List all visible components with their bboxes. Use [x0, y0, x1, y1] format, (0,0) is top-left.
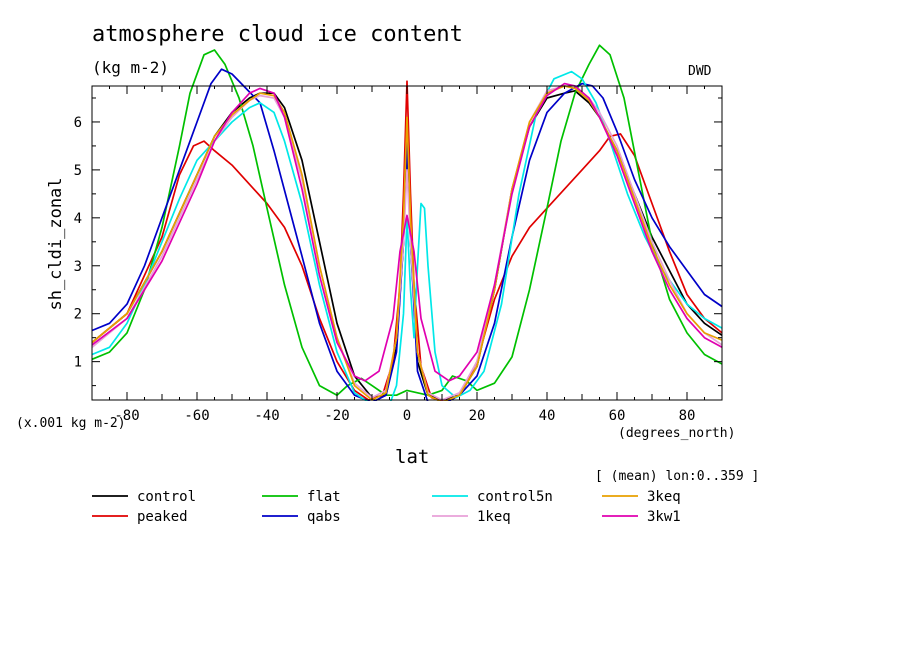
source-label: DWD	[688, 64, 712, 79]
legend-label-3kw1: 3kw1	[647, 509, 681, 525]
chart-title: atmosphere cloud ice content	[92, 22, 463, 47]
x-tick-label: -20	[324, 408, 349, 424]
chart-unit: (kg m-2)	[92, 58, 170, 77]
series-line-3kw1	[91, 82, 723, 382]
y-tick-label: 6	[74, 115, 82, 131]
x-tick-label: 40	[539, 408, 556, 424]
mean-note: [ (mean) lon:0..359 ]	[595, 469, 760, 484]
x-tick-label: -60	[184, 408, 209, 424]
legend-label-1keq: 1keq	[477, 509, 511, 525]
plot-bottom-mask	[0, 401, 904, 654]
x-axis-unit: (degrees_north)	[618, 426, 736, 441]
y-axis-label: sh_cldi_zonal	[46, 177, 66, 311]
y-tick-label: 2	[74, 307, 82, 323]
x-tick-label: -80	[114, 408, 139, 424]
legend-label-control5n: control5n	[477, 489, 553, 505]
legend-label-qabs: qabs	[307, 509, 341, 525]
legend-label-flat: flat	[307, 489, 341, 505]
y-tick-label: 3	[74, 259, 82, 275]
x-tick-label: 80	[679, 408, 696, 424]
x-tick-label: 60	[609, 408, 626, 424]
x-tick-label: 20	[469, 408, 486, 424]
series-line-control5n	[91, 70, 723, 406]
y-tick-label: 1	[74, 355, 82, 371]
legend-label-peaked: peaked	[137, 509, 188, 525]
x-tick-label: 0	[403, 408, 411, 424]
x-axis-label: lat	[395, 446, 430, 468]
y-tick-label: 5	[74, 163, 82, 179]
series-line-3keq	[91, 85, 723, 404]
series-line-flat	[91, 44, 723, 397]
legend-label-control: control	[137, 489, 196, 505]
x-tick-label: -40	[254, 408, 279, 424]
y-tick-label: 4	[74, 211, 82, 227]
legend-label-3keq: 3keq	[647, 489, 681, 505]
y-scale-note: (x.001 kg m-2)	[16, 416, 126, 431]
